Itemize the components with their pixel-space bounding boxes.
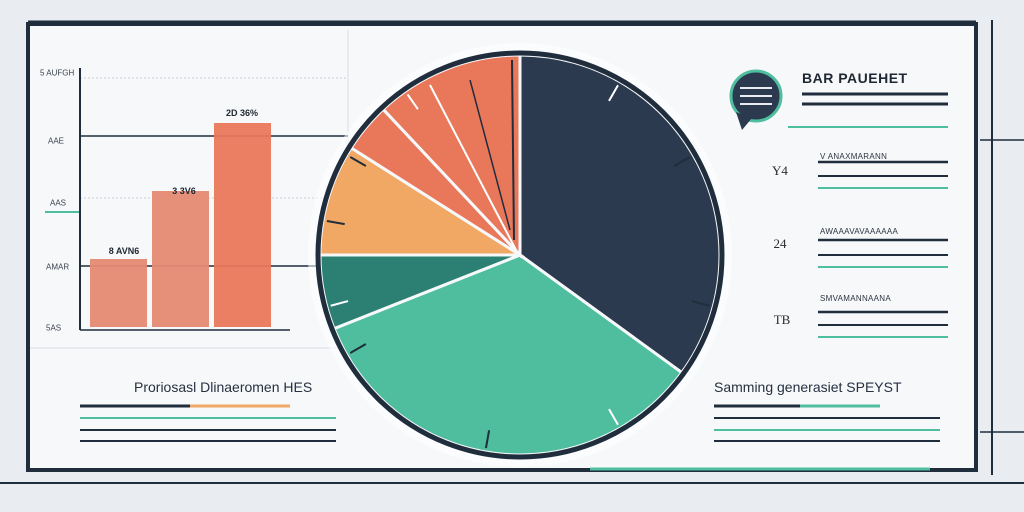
pie-guide-3 xyxy=(511,59,515,241)
bar-1 xyxy=(90,259,147,327)
bar-value-label-1: 8 AVN6 xyxy=(108,246,140,256)
pie-tick-8 xyxy=(326,219,345,226)
caption-left: Proriosasl Dlinaeromen HES xyxy=(134,379,313,395)
legend-badge-3: TB xyxy=(773,312,791,327)
pie-tick-9 xyxy=(349,156,367,167)
bar-value-label-3: 2D 36% xyxy=(225,108,259,118)
legend-lines xyxy=(818,160,948,338)
y-tick-label-2: AAE xyxy=(48,136,65,146)
pie-tick-2 xyxy=(673,156,691,167)
pie-guide-2 xyxy=(469,79,511,231)
bar-series xyxy=(90,123,271,327)
legend-badge-2: 24 xyxy=(773,236,787,251)
legend-badge-1: Y4 xyxy=(772,163,788,178)
pie-chart xyxy=(318,53,722,457)
y-tick-label-1: 5 AUFGH xyxy=(40,68,75,78)
pie-tick-3 xyxy=(691,300,710,307)
speech-icon-tail xyxy=(736,112,752,130)
y-tick-label-3: AAS xyxy=(50,198,67,208)
legend-title: BAR PAUEHET xyxy=(802,70,908,86)
legend-label-2: AWAAAVAVAAAAAA xyxy=(820,227,899,236)
bar-3 xyxy=(214,123,271,327)
pie-tick-7 xyxy=(330,300,349,307)
legend-label-3: SMVAMANNAANA xyxy=(820,294,892,303)
pie-tick-4 xyxy=(608,408,619,426)
y-tick-label-4: AMAR xyxy=(46,262,70,272)
pie-guide-1 xyxy=(429,84,517,251)
bar-value-label-2: 3 3V6 xyxy=(172,186,196,196)
pie-ticks xyxy=(326,84,710,449)
y-tick-label-5: 5AS xyxy=(46,323,62,333)
pie-tick-6 xyxy=(349,343,367,354)
pie-tick-5 xyxy=(484,430,491,449)
pie-tick-10 xyxy=(406,93,419,110)
caption-right: Samming generasiet SPEYST xyxy=(714,379,902,395)
bar-2 xyxy=(152,191,209,327)
pie-tick-1 xyxy=(608,84,619,102)
pie-rim xyxy=(315,50,725,460)
legend-label-1: V ANAXMARANN xyxy=(820,152,888,161)
